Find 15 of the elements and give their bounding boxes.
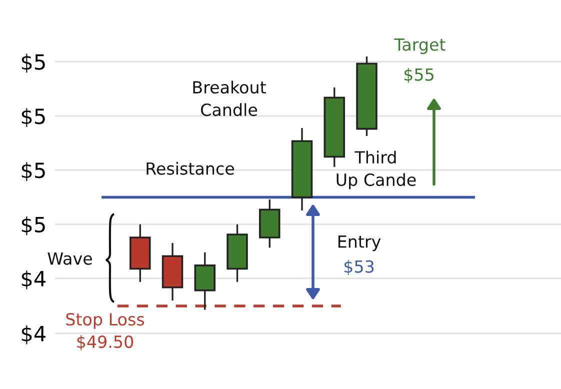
text: $4 (22, 270, 46, 290)
text: $55 (404, 68, 434, 84)
annotation: Breakout Candle (193, 80, 266, 116)
ref-line-label: Resistance (146, 162, 234, 175)
annotation: Third Up Cande (336, 150, 416, 190)
text: $5 (22, 162, 45, 181)
text: Wave (48, 252, 92, 265)
text: $5 (22, 216, 45, 236)
text: Target (394, 38, 446, 54)
annotation: $53 (344, 260, 374, 276)
text: $5 (22, 108, 45, 127)
text: $4 (22, 325, 46, 344)
annotation: Entry (338, 235, 381, 252)
text: $5 (22, 54, 45, 73)
ref-line-label: Stop Loss $49.50 (66, 313, 144, 350)
